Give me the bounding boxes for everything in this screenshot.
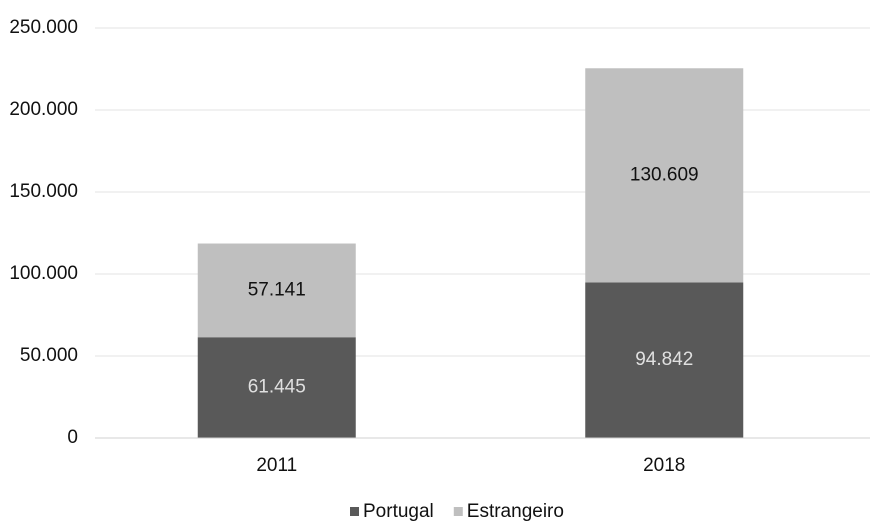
bar-segment [585,68,744,283]
value-label: 61.445 [248,377,306,398]
value-label: 57.141 [248,279,306,300]
value-label: 94.842 [635,349,693,370]
legend-swatch [350,507,359,516]
y-tick-label: 50.000 [20,345,78,366]
legend-label: Estrangeiro [467,501,564,522]
bar-segment [197,337,356,438]
y-tick-label: 0 [67,427,78,448]
legend-swatch [453,507,463,516]
y-tick-label: 200.000 [9,99,78,120]
y-tick-label: 100.000 [9,263,78,284]
y-tick-label: 150.000 [9,181,78,202]
x-tick-label: 2018 [643,455,685,476]
value-label: 130.609 [630,164,699,185]
x-tick-label: 2011 [256,455,297,476]
y-tick-label: 250.000 [9,17,78,38]
legend-label: Portugal [363,501,434,522]
bar-segment [585,282,744,438]
bar-segment [197,243,356,338]
